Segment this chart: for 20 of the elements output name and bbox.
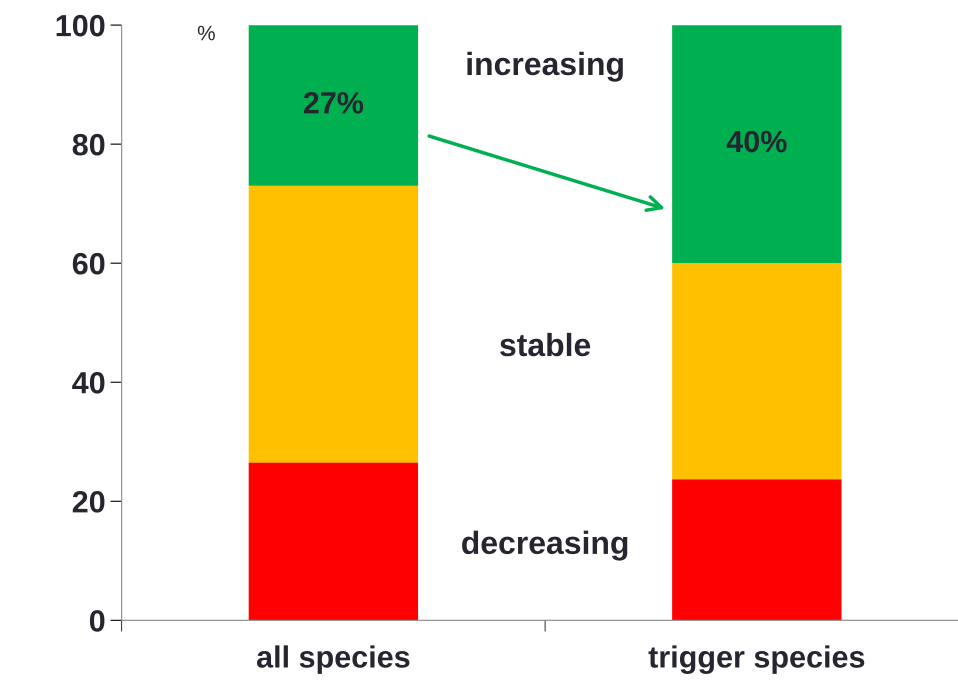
bar (672, 25, 842, 264)
x-tick-label: all species (256, 645, 410, 674)
x-tick-label: trigger species (648, 645, 864, 674)
bar (248, 462, 418, 620)
y-tick-label: 0 (90, 610, 104, 632)
y-tick-label: 40 (72, 372, 104, 394)
bar (248, 186, 418, 463)
bar (672, 479, 842, 620)
series-label: increasing (467, 52, 623, 82)
y-tick-label: 80 (72, 134, 104, 156)
data-label: 40% (726, 130, 787, 152)
series-label: decreasing (462, 530, 628, 561)
text: stable (500, 332, 590, 356)
y-tick-label: 100 (56, 14, 104, 36)
data-label: 27% (304, 92, 364, 114)
y-tick-label: 60 (72, 252, 104, 275)
bar (672, 263, 842, 480)
y-tick-label: 20 (72, 491, 104, 513)
y-axis-title: % (198, 26, 215, 40)
bar (248, 25, 418, 186)
